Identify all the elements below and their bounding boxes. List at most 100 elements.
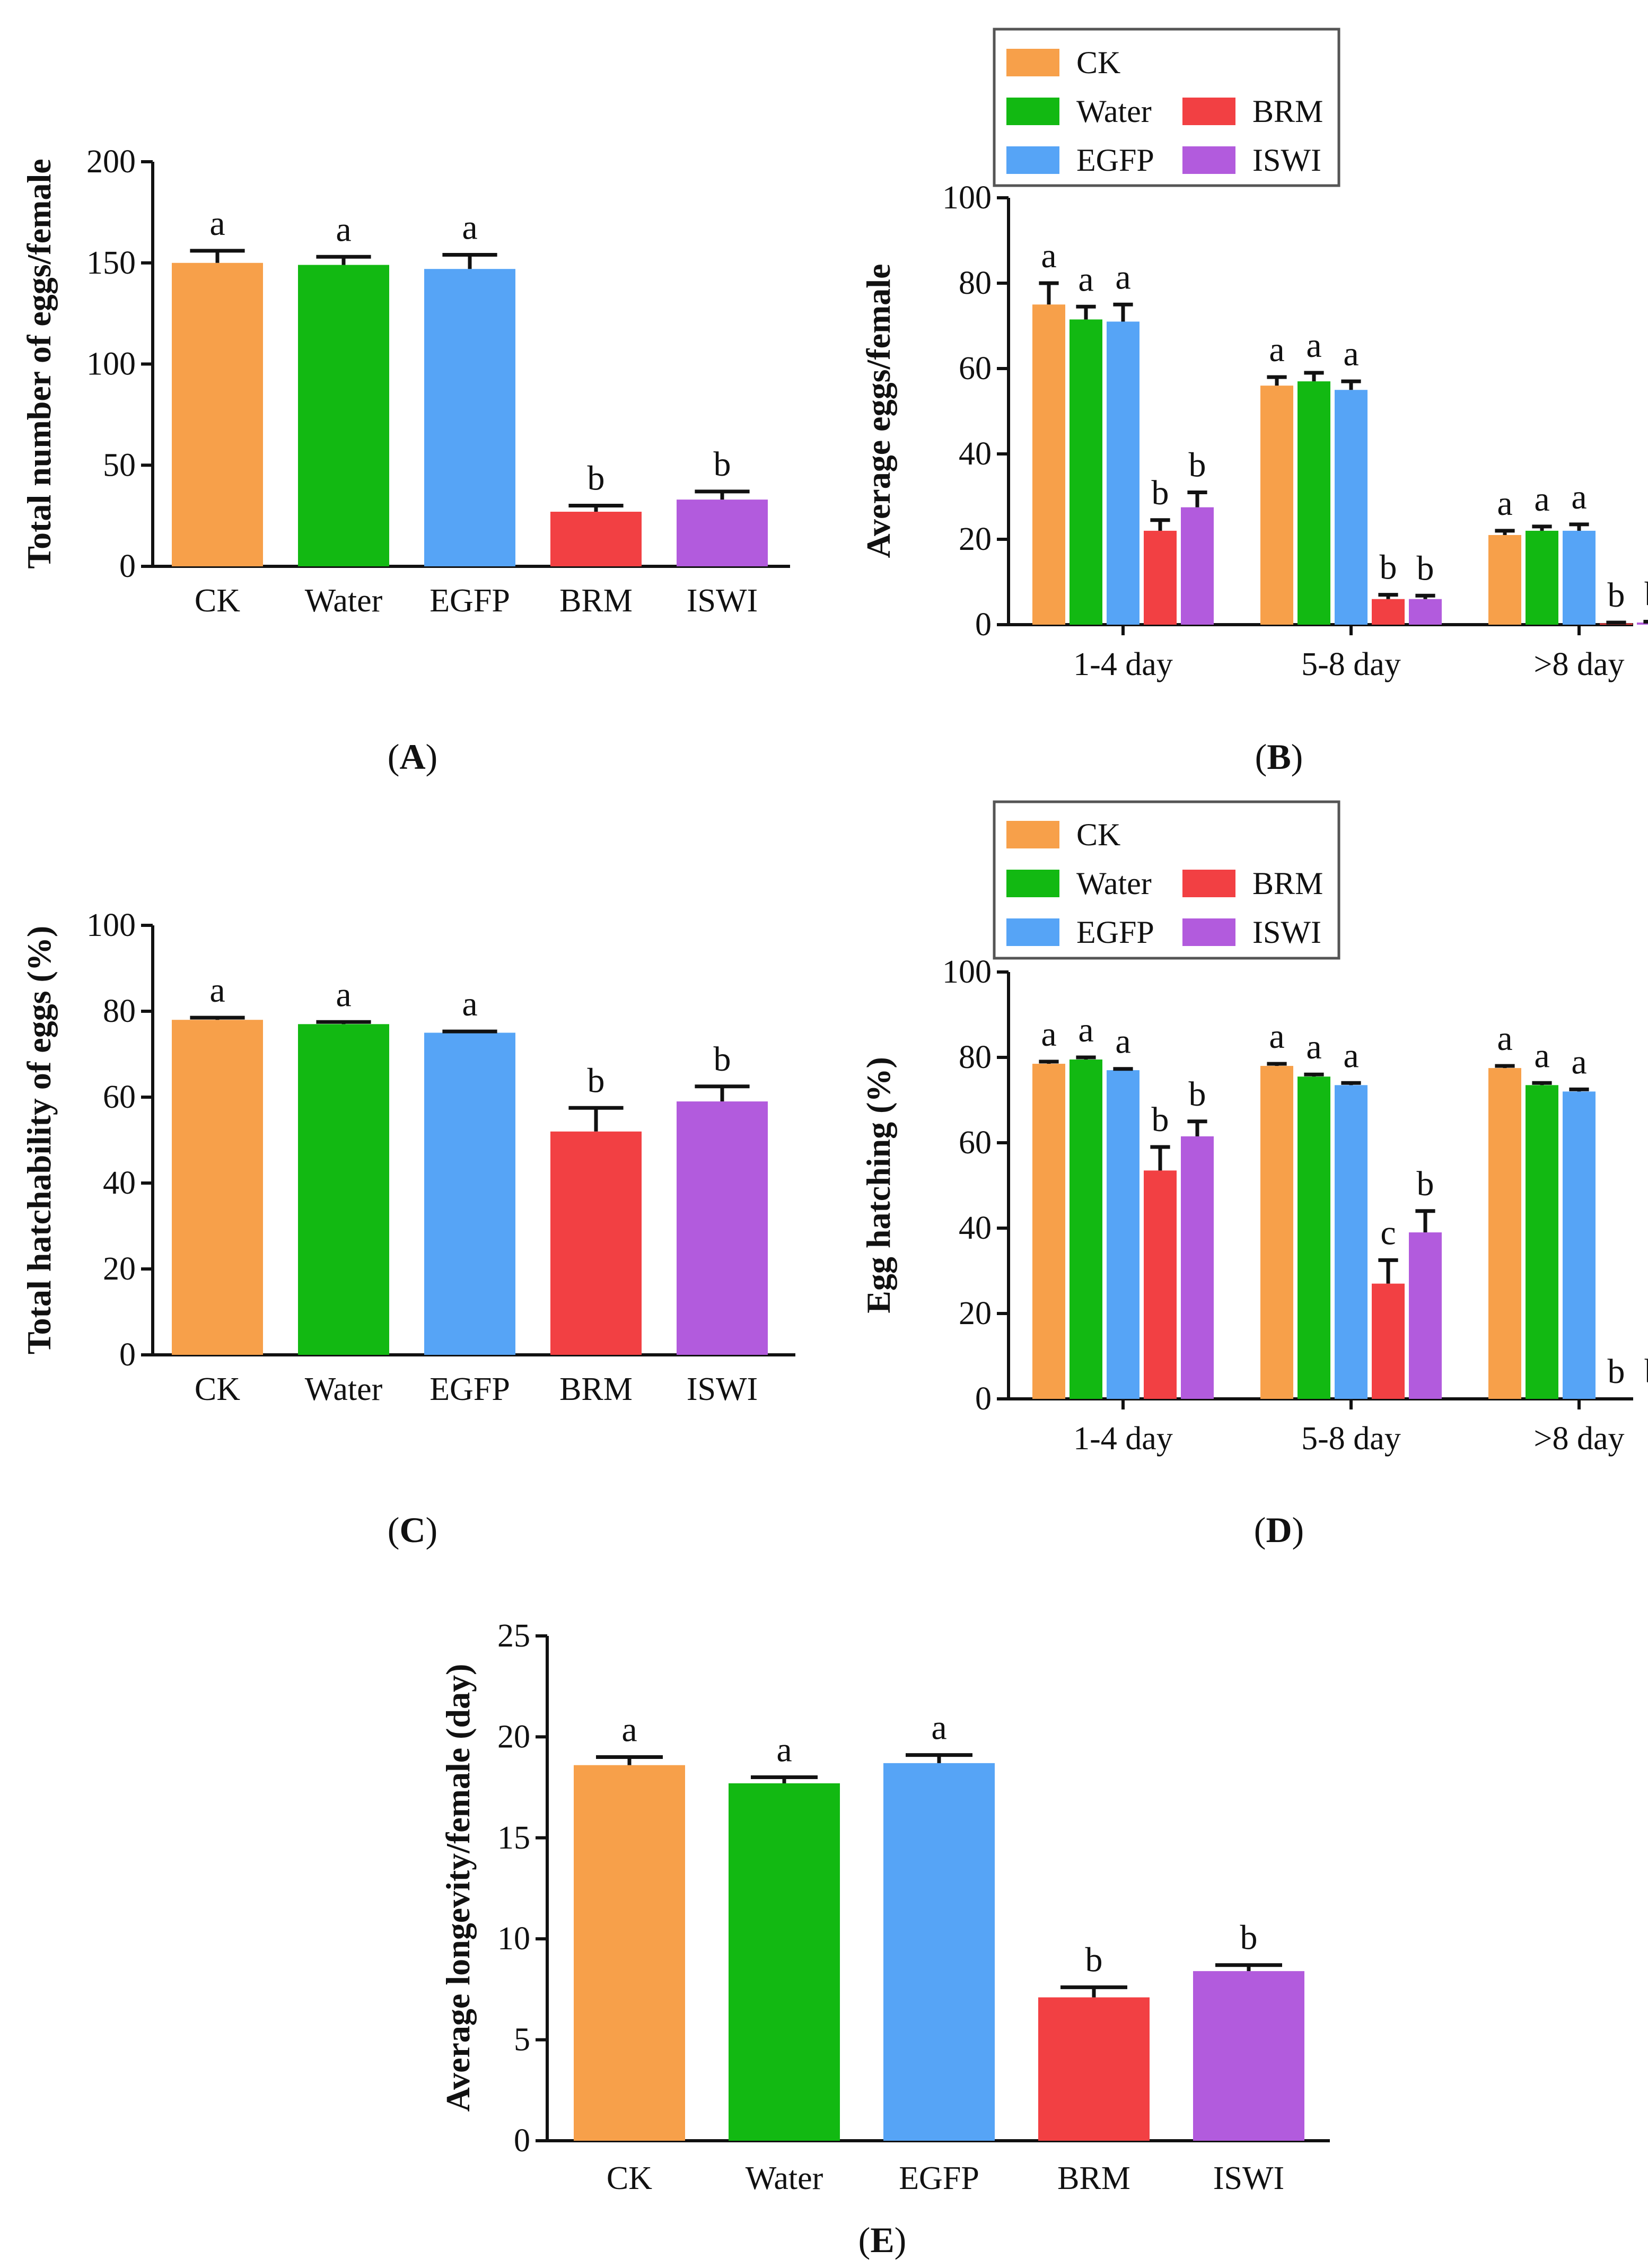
legend-label-iswi: ISWI: [1252, 915, 1321, 950]
bar-water-1-4-day: [1070, 319, 1102, 625]
y-tick-label: 100: [942, 180, 992, 216]
bar-brm-1-4-day: [1144, 530, 1177, 625]
significance-letter: a: [1571, 478, 1586, 516]
y-tick-label: 0: [514, 2123, 530, 2159]
legend-swatch-brm: [1182, 870, 1235, 897]
bar-egfp: [424, 1032, 515, 1355]
bar-iswi: [1193, 1971, 1304, 2141]
x-tick-label: Water: [305, 1371, 383, 1407]
y-tick-label: 200: [86, 144, 136, 180]
bar-ck-1-4-day: [1032, 304, 1065, 625]
x-tick-label: EGFP: [429, 1371, 510, 1407]
significance-letter: a: [1534, 1036, 1549, 1075]
legend-label-ck: CK: [1076, 817, 1120, 852]
panel-label-b: (B): [1255, 737, 1303, 777]
significance-letter: a: [462, 985, 477, 1023]
significance-letter: b: [1645, 575, 1648, 614]
significance-letter: a: [1041, 237, 1056, 275]
significance-letter: a: [1571, 1043, 1586, 1081]
x-tick-label: CK: [195, 1371, 240, 1407]
significance-letter: a: [1343, 335, 1358, 373]
significance-letter: b: [1240, 1919, 1258, 1957]
y-axis-title: Average longevity/female (day): [439, 1664, 477, 2112]
y-axis-title: Egg hatching (%): [860, 1057, 897, 1313]
y-tick-label: 0: [975, 1381, 992, 1417]
bar-ck: [172, 1020, 263, 1355]
x-tick-label: CK: [195, 583, 240, 619]
legend-panel-b: CK Water BRM EGFP ISWI: [993, 28, 1340, 187]
x-tick-label: BRM: [559, 1371, 633, 1407]
legend-swatch-brm: [1182, 98, 1235, 125]
y-tick-label: 100: [86, 346, 136, 382]
significance-letter: a: [621, 1710, 637, 1749]
significance-letter: b: [1189, 1075, 1206, 1114]
bar-brm: [1038, 1997, 1150, 2141]
significance-letter: a: [1497, 484, 1512, 523]
significance-letter: a: [1343, 1036, 1358, 1075]
y-tick-label: 20: [497, 1719, 530, 1755]
bar-iswi-5-8-day: [1409, 599, 1442, 625]
y-tick-label: 80: [959, 265, 992, 301]
legend-swatch-water: [1006, 870, 1059, 897]
bar-egfp-8-day: [1563, 530, 1596, 625]
x-tick-label: BRM: [1057, 2160, 1130, 2196]
bar-water-5-8-day: [1298, 381, 1330, 625]
x-tick-label: EGFP: [429, 583, 510, 619]
y-tick-label: 80: [103, 993, 136, 1029]
x-tick-label: ISWI: [1213, 2160, 1284, 2196]
y-tick-label: 40: [103, 1165, 136, 1201]
y-tick-label: 60: [959, 351, 992, 387]
y-tick-label: 60: [959, 1125, 992, 1161]
y-tick-label: 50: [103, 447, 136, 483]
significance-letter: b: [1380, 548, 1397, 587]
significance-letter: a: [776, 1731, 792, 1770]
y-axis-title: Total hatchability of eggs (%): [20, 926, 58, 1354]
y-tick-label: 40: [959, 1210, 992, 1246]
x-tick-label: >8 day: [1534, 1421, 1625, 1457]
x-tick-label: ISWI: [687, 1371, 758, 1407]
bar-egfp-5-8-day: [1335, 1085, 1368, 1399]
significance-letter: a: [1497, 1019, 1512, 1058]
significance-letter: b: [1417, 549, 1434, 588]
significance-letter: a: [1534, 480, 1549, 519]
significance-letter: b: [1417, 1164, 1434, 1203]
significance-letter: b: [1152, 1100, 1169, 1139]
bar-iswi: [677, 500, 768, 566]
y-tick-label: 20: [103, 1251, 136, 1287]
chart-panel-c: 0 20 40 60 80 100 Total hatchability of eggs (…: [20, 907, 795, 1407]
legend-label-egfp: EGFP: [1076, 143, 1154, 178]
bar-ck-8-day: [1488, 535, 1521, 625]
bar-ck-1-4-day: [1032, 1064, 1065, 1399]
legend-label-water: Water: [1076, 866, 1152, 901]
significance-letter: b: [588, 1061, 605, 1100]
significance-letter: a: [1306, 1028, 1321, 1066]
bar-water-1-4-day: [1070, 1059, 1102, 1399]
legend-label-brm: BRM: [1252, 866, 1323, 901]
significance-letter: b: [1645, 1352, 1648, 1391]
y-tick-label: 0: [119, 1337, 136, 1373]
bar-water: [729, 1783, 840, 2141]
legend-swatch-ck: [1006, 49, 1059, 76]
y-axis-title: Average eggs/female: [860, 264, 897, 558]
bar-ck-5-8-day: [1260, 1066, 1293, 1399]
y-tick-label: 40: [959, 436, 992, 472]
significance-letter: b: [1608, 576, 1625, 615]
significance-letter: a: [209, 971, 225, 1010]
significance-letter: a: [462, 208, 477, 247]
significance-letter: b: [1152, 474, 1169, 512]
legend-panel-d: CK Water BRM EGFP ISWI: [993, 800, 1340, 960]
bar-water-5-8-day: [1298, 1076, 1330, 1399]
panel-label-c: (C): [388, 1510, 437, 1550]
bar-egfp-1-4-day: [1107, 321, 1139, 625]
panel-label-a: (A): [388, 737, 437, 777]
x-tick-label: >8 day: [1534, 646, 1625, 682]
y-tick-label: 15: [497, 1820, 530, 1856]
bar-ck-8-day: [1488, 1068, 1521, 1399]
y-tick-label: 150: [86, 245, 136, 281]
bar-iswi-1-4-day: [1181, 1136, 1214, 1399]
legend-swatch-water: [1006, 98, 1059, 125]
y-tick-label: 100: [942, 954, 992, 990]
bar-iswi-5-8-day: [1409, 1232, 1442, 1399]
y-tick-label: 100: [86, 907, 136, 943]
